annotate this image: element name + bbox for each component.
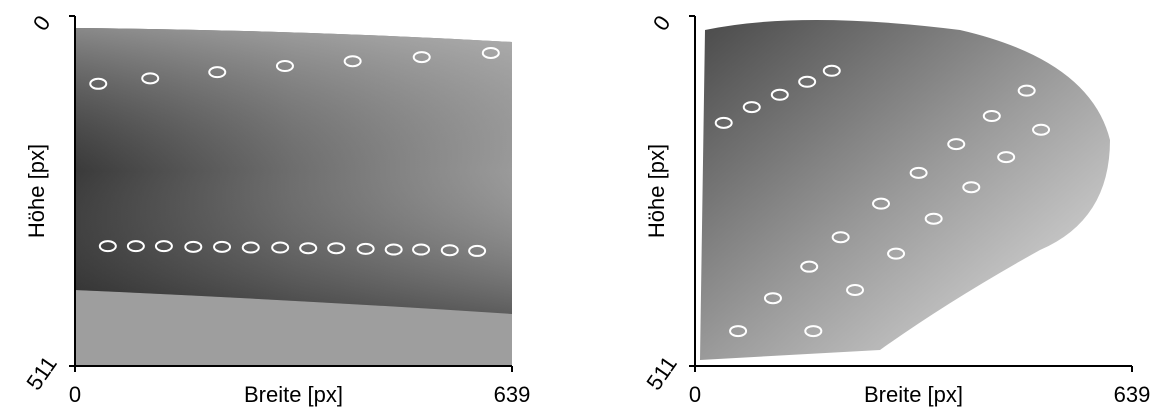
marker bbox=[1017, 84, 1036, 97]
y-tick-label: 511 bbox=[21, 351, 62, 394]
marker bbox=[275, 60, 294, 72]
marker bbox=[1032, 123, 1051, 136]
marker bbox=[384, 243, 403, 256]
marker bbox=[208, 66, 227, 79]
marker bbox=[440, 244, 459, 257]
marker bbox=[872, 197, 891, 210]
marker bbox=[831, 231, 850, 244]
marker bbox=[481, 46, 500, 59]
marker bbox=[271, 241, 290, 254]
marker bbox=[947, 138, 966, 151]
marker bbox=[770, 88, 789, 101]
marker bbox=[714, 116, 733, 129]
marker bbox=[356, 242, 375, 255]
marker bbox=[924, 212, 943, 225]
marker bbox=[982, 110, 1001, 122]
marker bbox=[798, 75, 817, 88]
marker bbox=[804, 325, 823, 338]
marker bbox=[126, 240, 145, 253]
marker bbox=[412, 51, 431, 64]
image-2 bbox=[695, 16, 1132, 366]
x-tick-label: 0 bbox=[689, 382, 701, 407]
marker bbox=[742, 101, 761, 114]
marker bbox=[299, 242, 318, 255]
x-tick-label: 0 bbox=[69, 382, 81, 407]
marker bbox=[343, 55, 362, 68]
x-tick-label: 639 bbox=[494, 382, 531, 407]
marker bbox=[468, 244, 487, 257]
marker bbox=[909, 166, 928, 179]
marker bbox=[887, 247, 906, 260]
marker bbox=[184, 240, 203, 253]
y-axis-label: Höhe [px] bbox=[644, 144, 669, 238]
marker bbox=[763, 292, 782, 305]
image-1 bbox=[75, 16, 512, 366]
marker bbox=[822, 64, 841, 77]
x-tick-label: 639 bbox=[1114, 382, 1151, 407]
y-tick-label: 0 bbox=[648, 11, 676, 35]
y-tick-label: 0 bbox=[28, 11, 56, 35]
y-tick-label: 511 bbox=[641, 351, 682, 394]
marker bbox=[846, 283, 865, 296]
marker bbox=[800, 260, 819, 273]
marker bbox=[89, 77, 108, 90]
x-axis-label: Breite [px] bbox=[244, 382, 343, 407]
marker bbox=[154, 240, 173, 253]
marker bbox=[241, 241, 260, 254]
marker bbox=[141, 72, 160, 85]
marker bbox=[729, 325, 748, 338]
marker bbox=[997, 151, 1016, 164]
marker bbox=[327, 242, 346, 255]
marker bbox=[962, 181, 981, 194]
marker bbox=[213, 240, 232, 253]
marker bbox=[412, 243, 431, 256]
marker bbox=[98, 240, 117, 253]
y-axis-label: Höhe [px] bbox=[24, 144, 49, 238]
x-axis-label: Breite [px] bbox=[864, 382, 963, 407]
